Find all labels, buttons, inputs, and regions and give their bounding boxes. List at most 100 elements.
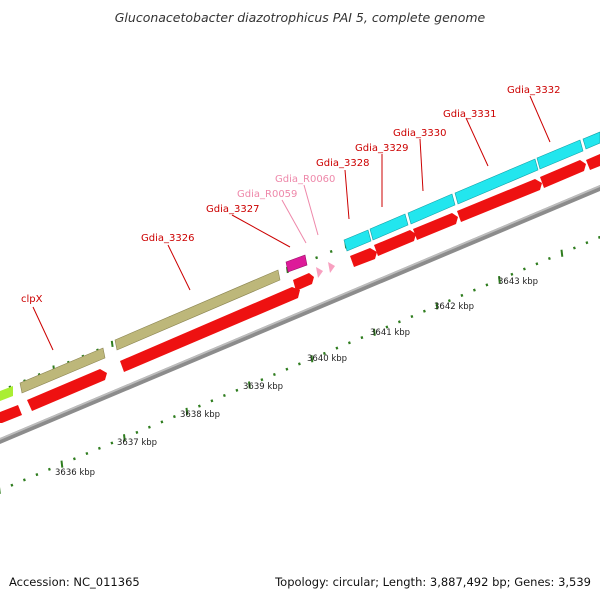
minor-tick bbox=[315, 256, 319, 260]
minor-tick bbox=[285, 367, 289, 371]
leader-line-clpx bbox=[32, 306, 54, 351]
scale-labels: 3636 kbp 3637 kbp 3638 kbp 3639 kbp 3640 kbp… bbox=[55, 277, 538, 478]
minor-tick bbox=[347, 341, 351, 345]
cds-arrow-7 bbox=[586, 154, 600, 170]
gene-label-clpx: clpX bbox=[21, 294, 43, 305]
scale-label: 3637 kbp bbox=[117, 438, 157, 448]
feature-bar-cyan-6 bbox=[582, 131, 600, 150]
major-tick bbox=[60, 460, 64, 468]
minor-tick bbox=[222, 393, 226, 398]
feature-bar-gdia-3326 bbox=[114, 269, 281, 351]
major-tick bbox=[498, 275, 501, 284]
minor-tick bbox=[447, 299, 451, 303]
minor-tick bbox=[410, 314, 414, 319]
gene-label-gdia-3328: Gdia_3328 bbox=[316, 158, 369, 169]
cds-arrow-1 bbox=[0, 405, 22, 423]
minor-tick bbox=[110, 441, 114, 445]
scale-label: 3642 kbp bbox=[434, 302, 474, 312]
cds-arrow-clpx bbox=[27, 369, 107, 411]
leader-line-gdia-r0060 bbox=[303, 184, 319, 236]
feature-bar-clpx bbox=[19, 347, 106, 394]
cds-arrow-gdia-3331 bbox=[457, 179, 542, 222]
minor-tick bbox=[10, 483, 14, 487]
major-tick bbox=[435, 302, 439, 310]
minor-tick bbox=[22, 478, 26, 482]
minor-tick bbox=[510, 272, 514, 276]
accession-text: Accession: NC_011365 bbox=[9, 575, 140, 589]
gene-label-gdia-3331: Gdia_3331 bbox=[443, 109, 496, 120]
tick-row-inner bbox=[0, 235, 600, 494]
scale-label: 3641 kbp bbox=[370, 328, 410, 338]
cds-arrow-gdia-3326 bbox=[120, 287, 300, 372]
minor-tick bbox=[85, 451, 89, 456]
feature-bar-cyan-4 bbox=[454, 158, 539, 205]
cds-arrow-gdia-3329 bbox=[374, 230, 416, 256]
gene-label-gdia-r0059: Gdia_R0059 bbox=[237, 189, 297, 200]
leader-line-gdia-3331 bbox=[465, 117, 489, 167]
minor-tick bbox=[585, 241, 589, 245]
minor-tick bbox=[160, 420, 164, 424]
scale-label: 3639 kbp bbox=[243, 382, 283, 392]
minor-tick bbox=[197, 404, 201, 408]
gene-label-gdia-3332: Gdia_3332 bbox=[507, 85, 560, 96]
cds-arrow-gdia-3332 bbox=[540, 160, 586, 188]
rna-arrow-r0059 bbox=[316, 267, 323, 278]
major-tick bbox=[248, 381, 251, 389]
minor-tick bbox=[147, 425, 151, 429]
leader-line-gdia-3327 bbox=[231, 214, 291, 248]
minor-tick bbox=[260, 378, 264, 382]
cds-arrow-gdia-3328 bbox=[350, 248, 377, 267]
major-tick bbox=[110, 340, 114, 348]
minor-tick bbox=[172, 415, 176, 419]
scale-label: 3640 kbp bbox=[307, 354, 347, 364]
minor-tick bbox=[35, 473, 39, 477]
minor-tick bbox=[547, 256, 551, 261]
major-tick bbox=[185, 407, 189, 416]
gene-label-gdia-3326: Gdia_3326 bbox=[141, 233, 194, 244]
minor-tick bbox=[485, 283, 489, 287]
feature-bar-lime bbox=[0, 386, 13, 401]
backbone-highlight bbox=[0, 185, 600, 440]
minor-tick bbox=[72, 457, 76, 461]
minor-tick bbox=[135, 430, 139, 434]
feature-bar-cyan-2 bbox=[369, 213, 409, 241]
gene-label-gdia-3327: Gdia_3327 bbox=[206, 204, 259, 215]
minor-tick bbox=[322, 351, 326, 355]
scale-label: 3638 kbp bbox=[180, 410, 220, 420]
minor-tick bbox=[329, 249, 333, 254]
cds-arrow-gdia-3330 bbox=[413, 213, 458, 240]
minor-tick bbox=[235, 388, 239, 392]
minor-tick bbox=[297, 362, 301, 366]
cds-arrow-gdia-3327 bbox=[293, 273, 314, 291]
feature-bar-cyan-5 bbox=[536, 139, 584, 170]
scale-label: 3636 kbp bbox=[55, 468, 95, 478]
minor-tick bbox=[397, 320, 401, 324]
leader-line-gdia-3330 bbox=[419, 138, 424, 192]
leader-line-gdia-r0059 bbox=[281, 199, 307, 244]
leader-line-gdia-3326 bbox=[167, 244, 191, 291]
major-tick bbox=[310, 355, 314, 363]
scale-label: 3643 kbp bbox=[498, 277, 538, 287]
minor-tick bbox=[360, 336, 364, 340]
major-tick bbox=[123, 434, 126, 442]
gene-label-gdia-3330: Gdia_3330 bbox=[393, 128, 446, 139]
backbone bbox=[0, 185, 600, 444]
minor-tick bbox=[460, 293, 464, 297]
minor-tick bbox=[535, 262, 539, 266]
feature-bar-gdia-3327 bbox=[285, 254, 308, 273]
leader-line-gdia-3332 bbox=[529, 95, 551, 143]
feature-bar-cyan-1 bbox=[343, 229, 372, 252]
rna-arrow-r0060 bbox=[328, 262, 335, 273]
cds-arrows bbox=[0, 154, 600, 423]
minor-tick bbox=[422, 309, 426, 313]
minor-tick bbox=[210, 399, 214, 403]
genome-summary-text: Topology: circular; Length: 3,887,492 bp… bbox=[275, 575, 591, 589]
minor-tick bbox=[47, 467, 51, 471]
minor-tick bbox=[97, 446, 101, 450]
minor-tick bbox=[522, 267, 526, 271]
gene-labels: clpX Gdia_3326 Gdia_3327 Gdia_R0059 Gdia… bbox=[21, 85, 560, 351]
gene-label-gdia-r0060: Gdia_R0060 bbox=[275, 174, 335, 185]
minor-tick bbox=[335, 346, 339, 350]
